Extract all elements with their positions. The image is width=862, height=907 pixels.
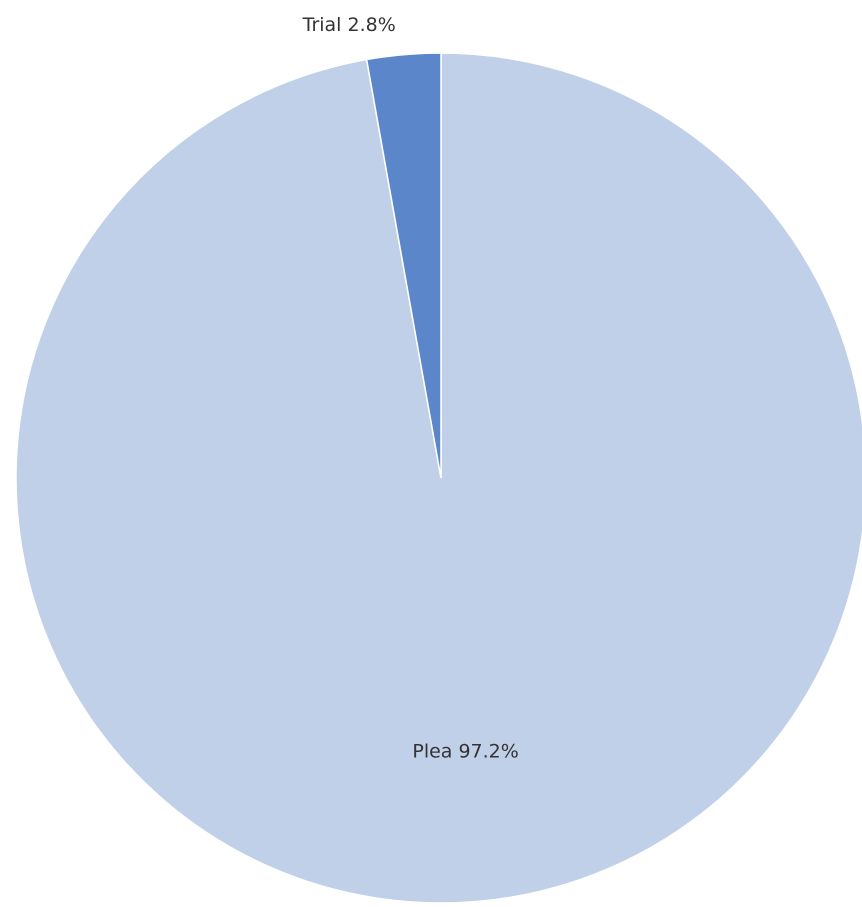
pie-labels: Plea 97.2% Trial 2.8%: [302, 14, 519, 763]
pie-slice-plea[interactable]: [15, 52, 862, 904]
pie-slices: [15, 52, 862, 904]
pie-label-plea: Plea 97.2%: [412, 740, 518, 762]
pie-label-trial: Trial 2.8%: [302, 14, 396, 36]
pie-slice-trial[interactable]: [365, 52, 442, 479]
